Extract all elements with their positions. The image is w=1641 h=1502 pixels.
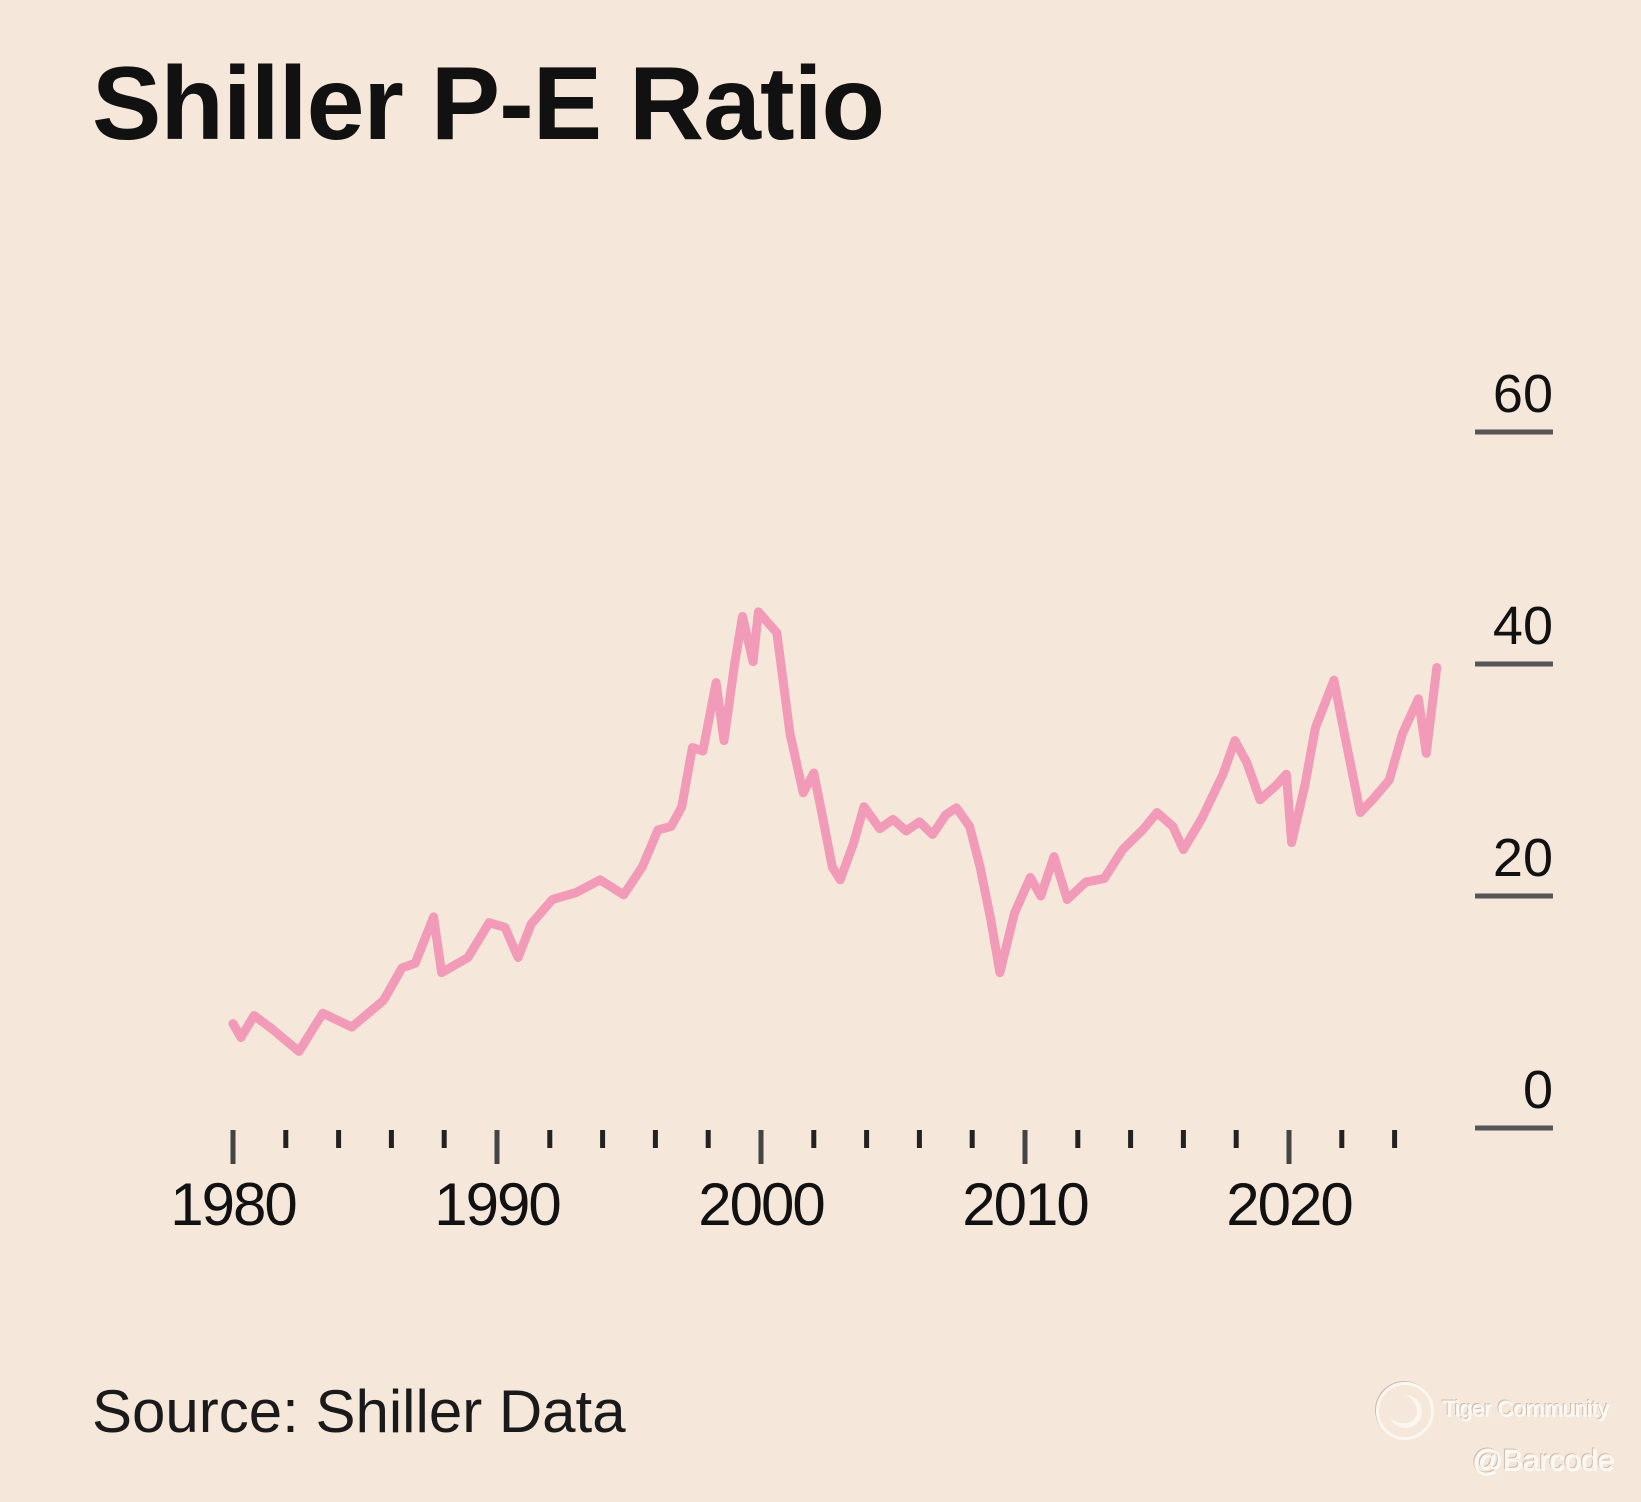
y-tick-label: 60: [1493, 364, 1553, 424]
watermark: Tiger Community @Barcode: [1372, 1378, 1632, 1488]
chart-title: Shiller P-E Ratio: [92, 46, 885, 162]
y-tick-label: 20: [1493, 828, 1553, 888]
watermark-brand: Tiger Community: [1442, 1396, 1609, 1421]
y-tick-label: 40: [1493, 596, 1553, 656]
x-axis: 1980 1990 2000 2010 2020: [170, 1130, 1398, 1238]
y-tick-label: 0: [1523, 1060, 1553, 1120]
y-axis: 0 20 40 60: [1475, 364, 1553, 1131]
tiger-logo-icon: [1376, 1382, 1434, 1440]
x-tick-label: 2020: [1226, 1171, 1352, 1238]
x-tick-label: 1990: [434, 1171, 560, 1238]
series-line-shiller-pe: [228, 607, 1442, 1056]
series-group: [228, 607, 1442, 1056]
x-tick-label: 2000: [698, 1171, 824, 1238]
x-tick-label: 1980: [170, 1171, 296, 1238]
source-note: Source: Shiller Data: [92, 1378, 626, 1445]
x-tick-label: 2010: [962, 1171, 1088, 1238]
watermark-user: @Barcode: [1472, 1444, 1615, 1477]
